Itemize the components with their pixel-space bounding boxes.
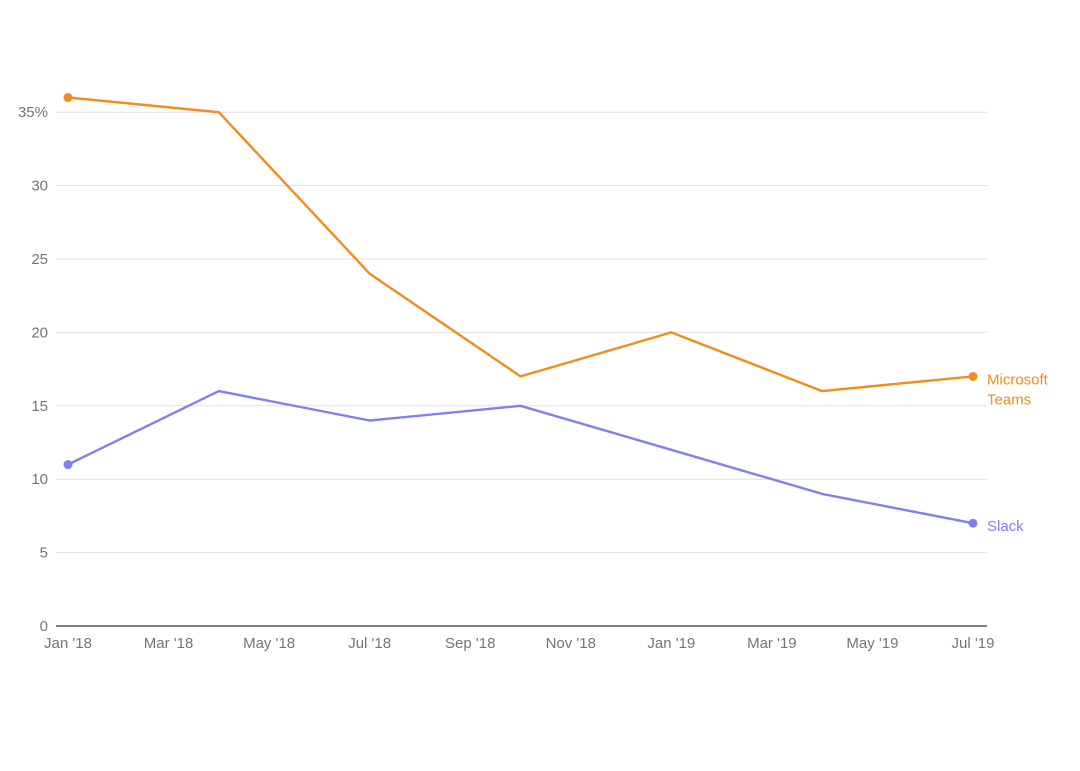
x-tick-label: Sep '18 (445, 635, 495, 652)
x-tick-label: Jan '18 (44, 635, 92, 652)
x-axis: Jan '18 Mar '18 May '18 Jul '18 Sep '18 Nov '… (44, 625, 995, 652)
series-line-slack (66, 389, 975, 525)
x-tick-label: Mar '18 (144, 635, 194, 652)
x-tick-label: May '19 (846, 635, 898, 652)
series-line-microsoft-teams (66, 96, 975, 393)
data-point-slack (968, 518, 978, 528)
y-tick-label: 10 (31, 471, 48, 488)
y-tick-label: 35% (18, 104, 48, 121)
gridlines (56, 111, 987, 554)
x-tick-label: May '18 (243, 635, 295, 652)
y-tick-label: 25 (31, 251, 48, 268)
y-tick-label: 20 (31, 324, 48, 341)
data-point-microsoft-teams (63, 93, 73, 103)
series-group: Microsoft Teams Slack (63, 93, 1049, 535)
y-tick-label: 0 (40, 618, 48, 635)
x-tick-label: Mar '19 (747, 635, 797, 652)
data-point-slack (63, 460, 73, 470)
series-label-slack: Slack (987, 518, 1024, 535)
x-tick-label: Jul '19 (952, 635, 995, 652)
y-tick-label: 15 (31, 398, 48, 415)
y-tick-label: 5 (40, 545, 48, 562)
x-tick-label: Jul '18 (348, 635, 391, 652)
y-tick-label: 30 (31, 178, 48, 195)
x-tick-label: Nov '18 (546, 635, 596, 652)
y-axis: 0 5 10 15 20 25 30 35% (18, 104, 48, 635)
x-tick-label: Jan '19 (647, 635, 695, 652)
series-label-microsoft-teams: Microsoft Teams (987, 371, 1049, 408)
data-point-microsoft-teams (968, 371, 978, 381)
